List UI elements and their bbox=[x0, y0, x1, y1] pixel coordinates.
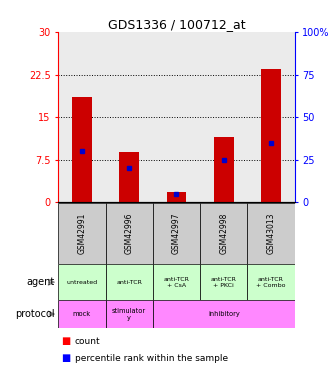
Text: anti-TCR
+ PKCi: anti-TCR + PKCi bbox=[211, 277, 237, 288]
Text: anti-TCR: anti-TCR bbox=[116, 280, 142, 285]
Text: count: count bbox=[75, 337, 101, 346]
Text: GSM42997: GSM42997 bbox=[172, 213, 181, 254]
Bar bbox=[247, 202, 295, 264]
Text: GSM43013: GSM43013 bbox=[266, 213, 276, 254]
Bar bbox=[106, 264, 153, 300]
Text: GSM42996: GSM42996 bbox=[125, 213, 134, 254]
Text: stimulator
y: stimulator y bbox=[112, 308, 146, 321]
Bar bbox=[72, 97, 92, 202]
Text: ■: ■ bbox=[62, 353, 71, 363]
Text: GSM42998: GSM42998 bbox=[219, 213, 228, 254]
Text: agent: agent bbox=[27, 277, 55, 287]
Text: inhibitory: inhibitory bbox=[208, 311, 240, 317]
Text: anti-TCR
+ CsA: anti-TCR + CsA bbox=[164, 277, 189, 288]
Bar bbox=[214, 137, 234, 202]
Bar bbox=[153, 264, 200, 300]
Text: protocol: protocol bbox=[15, 309, 55, 319]
Bar bbox=[153, 300, 295, 328]
Bar bbox=[58, 300, 106, 328]
Text: percentile rank within the sample: percentile rank within the sample bbox=[75, 354, 228, 363]
Bar bbox=[166, 192, 186, 202]
Bar bbox=[58, 264, 106, 300]
Text: anti-TCR
+ Combo: anti-TCR + Combo bbox=[256, 277, 286, 288]
Text: ■: ■ bbox=[62, 336, 71, 346]
Bar bbox=[261, 69, 281, 203]
Bar bbox=[153, 202, 200, 264]
Bar bbox=[247, 264, 295, 300]
Text: mock: mock bbox=[73, 311, 91, 317]
Title: GDS1336 / 100712_at: GDS1336 / 100712_at bbox=[108, 18, 245, 31]
Bar bbox=[119, 153, 139, 203]
Text: GSM42991: GSM42991 bbox=[77, 213, 87, 254]
Bar bbox=[106, 202, 153, 264]
Text: untreated: untreated bbox=[66, 280, 98, 285]
Bar bbox=[106, 300, 153, 328]
Bar bbox=[200, 264, 247, 300]
Bar bbox=[200, 202, 247, 264]
Bar bbox=[58, 202, 106, 264]
